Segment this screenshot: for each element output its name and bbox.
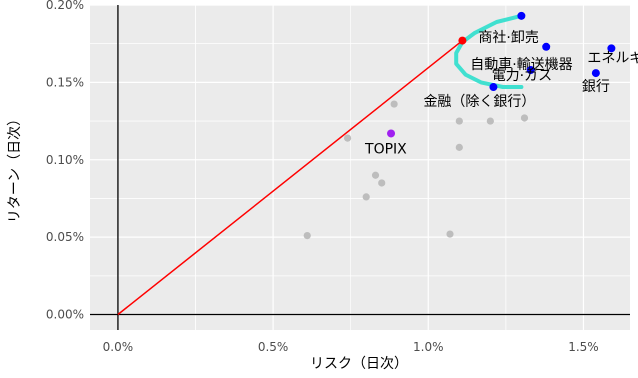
capital-market-line — [117, 40, 463, 316]
grid-lines — [90, 4, 630, 330]
labeled-points — [387, 11, 616, 138]
gray-data-point — [343, 134, 352, 142]
gray-data-point — [455, 143, 463, 151]
labeled-data-point — [542, 42, 551, 51]
x-tick-labels: 0.0% 0.5% 1.0% 1.5% — [103, 340, 599, 354]
x-tick-label: 0.5% — [258, 340, 289, 354]
labeled-data-point — [489, 83, 498, 92]
y-tick-labels: 0.00% 0.05% 0.10% 0.15% 0.20% — [46, 0, 84, 322]
labeled-data-point — [526, 66, 535, 74]
point-label: 電力·ガス — [492, 68, 552, 84]
point-label: エネルギー — [587, 50, 638, 66]
labeled-data-point — [591, 69, 600, 78]
gray-data-point — [303, 231, 311, 240]
gray-data-point — [446, 230, 454, 238]
x-tick-label: 0.0% — [103, 340, 134, 354]
y-tick-label: 0.10% — [46, 153, 84, 167]
gray-points — [303, 100, 529, 240]
capital-market-line-group — [117, 40, 463, 316]
y-tick-label: 0.20% — [46, 0, 84, 12]
gray-data-point — [371, 171, 380, 179]
labeled-data-point — [517, 11, 526, 20]
gray-data-point — [455, 117, 463, 125]
point-label: 金融（除く銀行） — [423, 94, 535, 110]
y-tick-label: 0.05% — [46, 230, 84, 244]
x-axis-title: リスク（日次） — [310, 356, 408, 372]
point-label: 商社·卸売 — [478, 30, 538, 46]
point-label: 銀行 — [582, 79, 610, 95]
point-label: TOPIX — [364, 141, 407, 157]
gray-data-point — [378, 179, 386, 187]
y-tick-label: 0.15% — [46, 75, 84, 89]
zero-axes — [90, 5, 630, 330]
plot-panel — [90, 5, 630, 330]
gray-data-point — [362, 193, 370, 201]
labeled-data-point — [387, 129, 396, 138]
x-tick-label: 1.0% — [413, 340, 444, 354]
gray-data-point — [520, 114, 529, 122]
x-tick-label: 1.5% — [568, 340, 599, 354]
y-tick-label: 0.00% — [46, 308, 84, 322]
tangent-portfolio-point — [458, 36, 467, 45]
y-axis-title: リターン（日次） — [7, 112, 23, 223]
gray-data-point — [486, 117, 494, 125]
labeled-data-point — [607, 44, 616, 53]
gray-data-point — [390, 100, 398, 108]
point-label: 自動車·輸送機器 — [470, 56, 572, 73]
